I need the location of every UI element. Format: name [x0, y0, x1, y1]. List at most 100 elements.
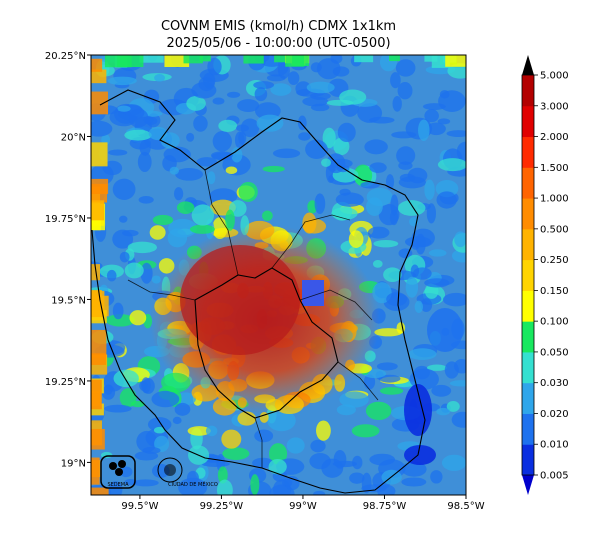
emission-cell — [186, 96, 206, 111]
emission-cell — [447, 63, 466, 79]
latitude-axis: 20.25°N 20°N 19.75°N 19.5°N 19.25°N 19°N — [45, 51, 91, 469]
emission-cell — [176, 201, 195, 214]
emission-cell — [221, 429, 242, 449]
emission-cell — [147, 417, 172, 432]
longitude-axis: 99.5°W 99.25°W 99°W 98.75°W 98.5°W — [121, 495, 485, 512]
emission-cell — [218, 119, 238, 132]
colorbar-label: 5.000 — [540, 71, 569, 82]
emission-cell — [365, 401, 392, 421]
emission-cell — [119, 251, 130, 263]
emission-cell — [104, 384, 113, 395]
emission-cell — [366, 187, 393, 207]
colorbar-label: 0.250 — [540, 255, 569, 266]
emission-cell — [426, 364, 447, 371]
emission-cell — [117, 105, 131, 112]
emission-cell — [424, 179, 435, 201]
edge-cell — [91, 58, 103, 72]
colorbar-segment — [522, 413, 534, 445]
lat-tick-label: 20.25°N — [45, 51, 86, 62]
cdmx-logo-text: CIUDAD DE MÉXICO — [168, 480, 218, 488]
emission-cell — [196, 157, 218, 167]
emission-cell — [193, 115, 208, 132]
airport-low-emission — [302, 280, 324, 306]
emission-cell — [106, 269, 117, 282]
emission-cell — [256, 114, 284, 132]
emission-cell — [428, 249, 447, 257]
emission-cell — [270, 83, 292, 96]
emission-cell — [431, 384, 452, 397]
edge-cell — [424, 55, 438, 62]
lat-tick-label: 19°N — [61, 458, 86, 469]
emission-cell — [254, 87, 268, 102]
colorbar-label: 0.020 — [540, 409, 569, 420]
edge-cell — [354, 55, 374, 63]
emission-cell — [268, 458, 287, 475]
emission-cell — [348, 230, 364, 248]
emission-cell — [119, 388, 137, 408]
emission-cell — [140, 262, 153, 284]
edge-cell — [91, 329, 107, 358]
emission-cell — [401, 461, 427, 477]
emission-cell — [395, 59, 416, 77]
emission-cell — [254, 429, 274, 443]
emission-cell — [305, 139, 328, 159]
emission-cell — [212, 97, 225, 105]
emission-cell — [337, 122, 356, 143]
emission-cell — [333, 137, 350, 156]
emission-cell — [397, 200, 426, 216]
colorbar-segment — [522, 444, 534, 476]
emission-cell — [119, 215, 128, 223]
emission-cell — [286, 437, 305, 454]
emission-cell — [238, 181, 258, 202]
emission-cell — [451, 411, 466, 428]
emission-cell — [310, 439, 326, 453]
emission-cell — [339, 188, 351, 196]
edge-cell — [104, 55, 132, 68]
emission-cell — [142, 446, 161, 454]
emission-cell — [372, 260, 383, 268]
emission-cell — [205, 425, 218, 437]
low-emission-pocket — [427, 308, 463, 352]
colorbar-segment — [522, 105, 534, 138]
emission-cell — [349, 472, 365, 484]
emission-cell — [104, 404, 132, 413]
emission-cell — [376, 362, 398, 371]
emission-cell — [187, 426, 211, 436]
colorbar-label: 0.150 — [540, 286, 569, 297]
colorbar-segment — [522, 75, 534, 107]
emission-cell — [191, 204, 215, 226]
emission-cell — [252, 457, 274, 469]
emission-cell — [374, 328, 403, 337]
colorbar-segment — [522, 136, 534, 168]
emission-cell — [398, 161, 413, 170]
colorbar-label: 1.000 — [540, 194, 569, 205]
emission-cell — [454, 231, 466, 248]
colorbar-label: 0.005 — [540, 471, 569, 482]
emission-cell — [436, 407, 451, 416]
edge-cell — [91, 178, 109, 194]
emission-cell — [408, 348, 437, 360]
emission-cell — [253, 81, 275, 89]
emission-cell — [262, 210, 273, 221]
emission-cell — [149, 225, 166, 240]
colorbar-label: 1.500 — [540, 163, 569, 174]
emission-cell — [335, 192, 364, 207]
emission-cell — [167, 228, 188, 248]
colorbar-label: 0.010 — [540, 440, 569, 451]
edge-cell — [91, 200, 105, 221]
emission-cell — [91, 120, 113, 137]
edge-cell — [274, 55, 296, 63]
emission-cell — [128, 108, 149, 128]
emission-cell — [424, 278, 450, 288]
lon-tick-label: 98.5°W — [447, 501, 484, 512]
emission-cell — [378, 374, 401, 383]
emission-cell — [112, 302, 124, 320]
emission-cell — [173, 187, 184, 201]
emission-cell — [212, 131, 232, 152]
emission-cell — [210, 151, 233, 160]
emission-cell — [141, 377, 151, 394]
map-frame — [90, 54, 467, 496]
emission-cell — [336, 404, 356, 416]
